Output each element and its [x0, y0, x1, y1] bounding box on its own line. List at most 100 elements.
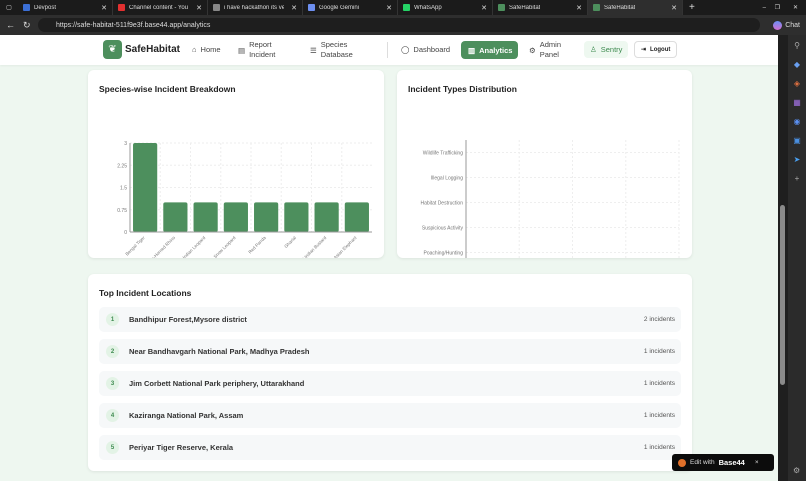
- shield-icon[interactable]: ◉: [793, 117, 801, 126]
- close-tab-icon[interactable]: ✕: [196, 4, 202, 12]
- nav-analytics[interactable]: ▥ Analytics: [461, 41, 518, 59]
- file-icon: ▤: [238, 45, 246, 55]
- x-tick-label: Asian Elephant: [333, 235, 358, 258]
- rank-badge: 2: [106, 345, 119, 358]
- back-icon[interactable]: ←: [6, 20, 15, 30]
- nav-label: Home: [200, 45, 221, 54]
- restore-button[interactable]: ❐: [774, 5, 780, 11]
- browser-tab[interactable]: SafeHabitat ✕: [493, 0, 588, 15]
- x-tick-label: Red Panda: [247, 235, 267, 255]
- tab-label: i have hackathon its very la: [224, 4, 284, 11]
- close-tab-icon[interactable]: ✕: [101, 4, 107, 12]
- tab-label: Channel content - YouTube: [129, 4, 189, 11]
- close-tab-icon[interactable]: ✕: [671, 4, 677, 12]
- tag-icon[interactable]: ◆: [793, 60, 801, 69]
- page-scrollbar[interactable]: [778, 35, 788, 481]
- x-tick-label: Gharial: [283, 235, 297, 249]
- incident-count: 2 incidents: [643, 316, 675, 323]
- browser-tab-bar: ▢ Devpost✕Channel content - YouTube✕i ha…: [0, 0, 806, 15]
- bar: [163, 202, 188, 232]
- location-name: Bandhipur Forest,Mysore district: [129, 315, 247, 324]
- card-title: Incident Types Distribution: [408, 84, 517, 94]
- new-tab-button[interactable]: +: [689, 2, 695, 13]
- add-icon[interactable]: +: [794, 174, 800, 183]
- tab-favicon-icon: [23, 4, 30, 11]
- location-name: Periyar Tiger Reserve, Kerala: [129, 443, 234, 452]
- tab-favicon-icon: [308, 4, 315, 11]
- browser-tab[interactable]: SafeHabitat ✕: [588, 0, 683, 15]
- tab-label: SafeHabitat: [604, 4, 636, 11]
- url-input[interactable]: https://safe-habitat-511f9e3f.base44.app…: [38, 18, 760, 32]
- tab-label: SafeHabitat: [509, 4, 541, 11]
- card-title: Species-wise Incident Breakdown: [99, 84, 236, 94]
- location-row: 4 Kaziranga National Park, Assam 1 inciden…: [99, 403, 681, 428]
- tab-favicon-icon: [118, 4, 125, 11]
- user-badge[interactable]: ♙ Sentry: [584, 41, 629, 58]
- close-badge-icon[interactable]: ×: [754, 459, 759, 466]
- browser-tab[interactable]: WhatsApp ✕: [398, 0, 493, 15]
- tab-favicon-icon: [403, 4, 410, 11]
- tools-icon[interactable]: ◈: [793, 79, 801, 88]
- nav-species-database[interactable]: ☰ Species Database: [310, 40, 361, 60]
- tab-favicon-icon: [593, 4, 600, 11]
- bar: [193, 202, 218, 232]
- bar: [314, 202, 339, 232]
- scrollbar-thumb[interactable]: [780, 205, 785, 385]
- tab-actions-icon[interactable]: ▢: [6, 5, 12, 11]
- rank-badge: 3: [106, 377, 119, 390]
- nav-label: Dashboard: [413, 45, 451, 54]
- bar: [223, 202, 248, 232]
- edit-with-base44-badge[interactable]: Edit with Base44 ×: [672, 454, 774, 471]
- brand-name[interactable]: SafeHabitat: [125, 44, 181, 55]
- nav-dashboard[interactable]: ◯ Dashboard: [401, 45, 450, 54]
- bar: [133, 143, 158, 232]
- bar: [254, 202, 279, 232]
- nav-admin-panel[interactable]: ⚙ Admin Panel: [529, 40, 566, 60]
- close-window-button[interactable]: ✕: [792, 5, 798, 11]
- nav-report-incident[interactable]: ▤ Report Incident: [238, 40, 284, 60]
- tab-label: WhatsApp: [414, 4, 442, 11]
- reload-icon[interactable]: ↻: [23, 19, 31, 30]
- card-title: Top Incident Locations: [99, 288, 192, 298]
- browser-tab[interactable]: Devpost ✕: [18, 0, 113, 15]
- close-tab-icon[interactable]: ✕: [386, 4, 392, 12]
- outlook-icon[interactable]: ▣: [793, 136, 801, 145]
- chat-button[interactable]: Chat: [773, 20, 800, 30]
- badge-brand: Base44: [718, 458, 745, 467]
- bar: [284, 202, 309, 232]
- browser-tab[interactable]: Channel content - YouTube ✕: [113, 0, 208, 15]
- send-icon[interactable]: ➤: [793, 155, 801, 164]
- close-tab-icon[interactable]: ✕: [576, 4, 582, 12]
- location-row: 1 Bandhipur Forest,Mysore district 2 incid…: [99, 307, 681, 332]
- logout-button[interactable]: ⇥ Logout: [634, 41, 678, 58]
- home-icon: ⌂: [192, 45, 197, 54]
- games-icon[interactable]: ▦: [793, 98, 801, 107]
- browser-tab[interactable]: i have hackathon its very la ✕: [208, 0, 303, 15]
- tab-favicon-icon: [213, 4, 220, 11]
- settings-icon[interactable]: ⚙: [793, 466, 801, 475]
- page: ❦ SafeHabitat ⌂ Home ▤ Report Incident ☰ Sp…: [0, 35, 778, 481]
- location-row: 2 Near Bandhavgarh National Park, Madhya …: [99, 339, 681, 364]
- search-icon[interactable]: ⚲: [794, 41, 800, 50]
- gear-icon: ⚙: [529, 45, 536, 55]
- y-tick-label: Illegal Logging: [431, 176, 463, 182]
- incident-count: 1 incidents: [643, 348, 675, 355]
- database-icon: ☰: [310, 45, 317, 55]
- incident-count: 1 incidents: [643, 444, 675, 451]
- minimize-button[interactable]: –: [762, 4, 766, 11]
- browser-sidebar: ⚲ ◆ ◈ ▦ ◉ ▣ ➤ + ⚙: [788, 35, 806, 481]
- y-tick-label: Wildlife Trafficking: [423, 151, 463, 157]
- nav-label: Admin Panel: [539, 40, 561, 59]
- incident-types-chart: 00.250.50.751Wildlife TraffickingIllegal…: [420, 140, 680, 258]
- top-nav: ❦ SafeHabitat ⌂ Home ▤ Report Incident ☰ Sp…: [0, 35, 778, 65]
- top-locations-card: Top Incident Locations 1 Bandhipur Forest…: [88, 274, 692, 471]
- y-tick-label: 3: [124, 141, 127, 147]
- badge-prefix: Edit with: [690, 459, 715, 466]
- location-row: 3 Jim Corbett National Park periphery, Ut…: [99, 371, 681, 396]
- close-tab-icon[interactable]: ✕: [481, 4, 487, 12]
- tab-label: Google Gemini: [319, 4, 360, 11]
- leaf-logo-icon[interactable]: ❦: [103, 40, 122, 59]
- browser-tab[interactable]: Google Gemini ✕: [303, 0, 398, 15]
- nav-home[interactable]: ⌂ Home: [192, 45, 221, 54]
- close-tab-icon[interactable]: ✕: [291, 4, 297, 12]
